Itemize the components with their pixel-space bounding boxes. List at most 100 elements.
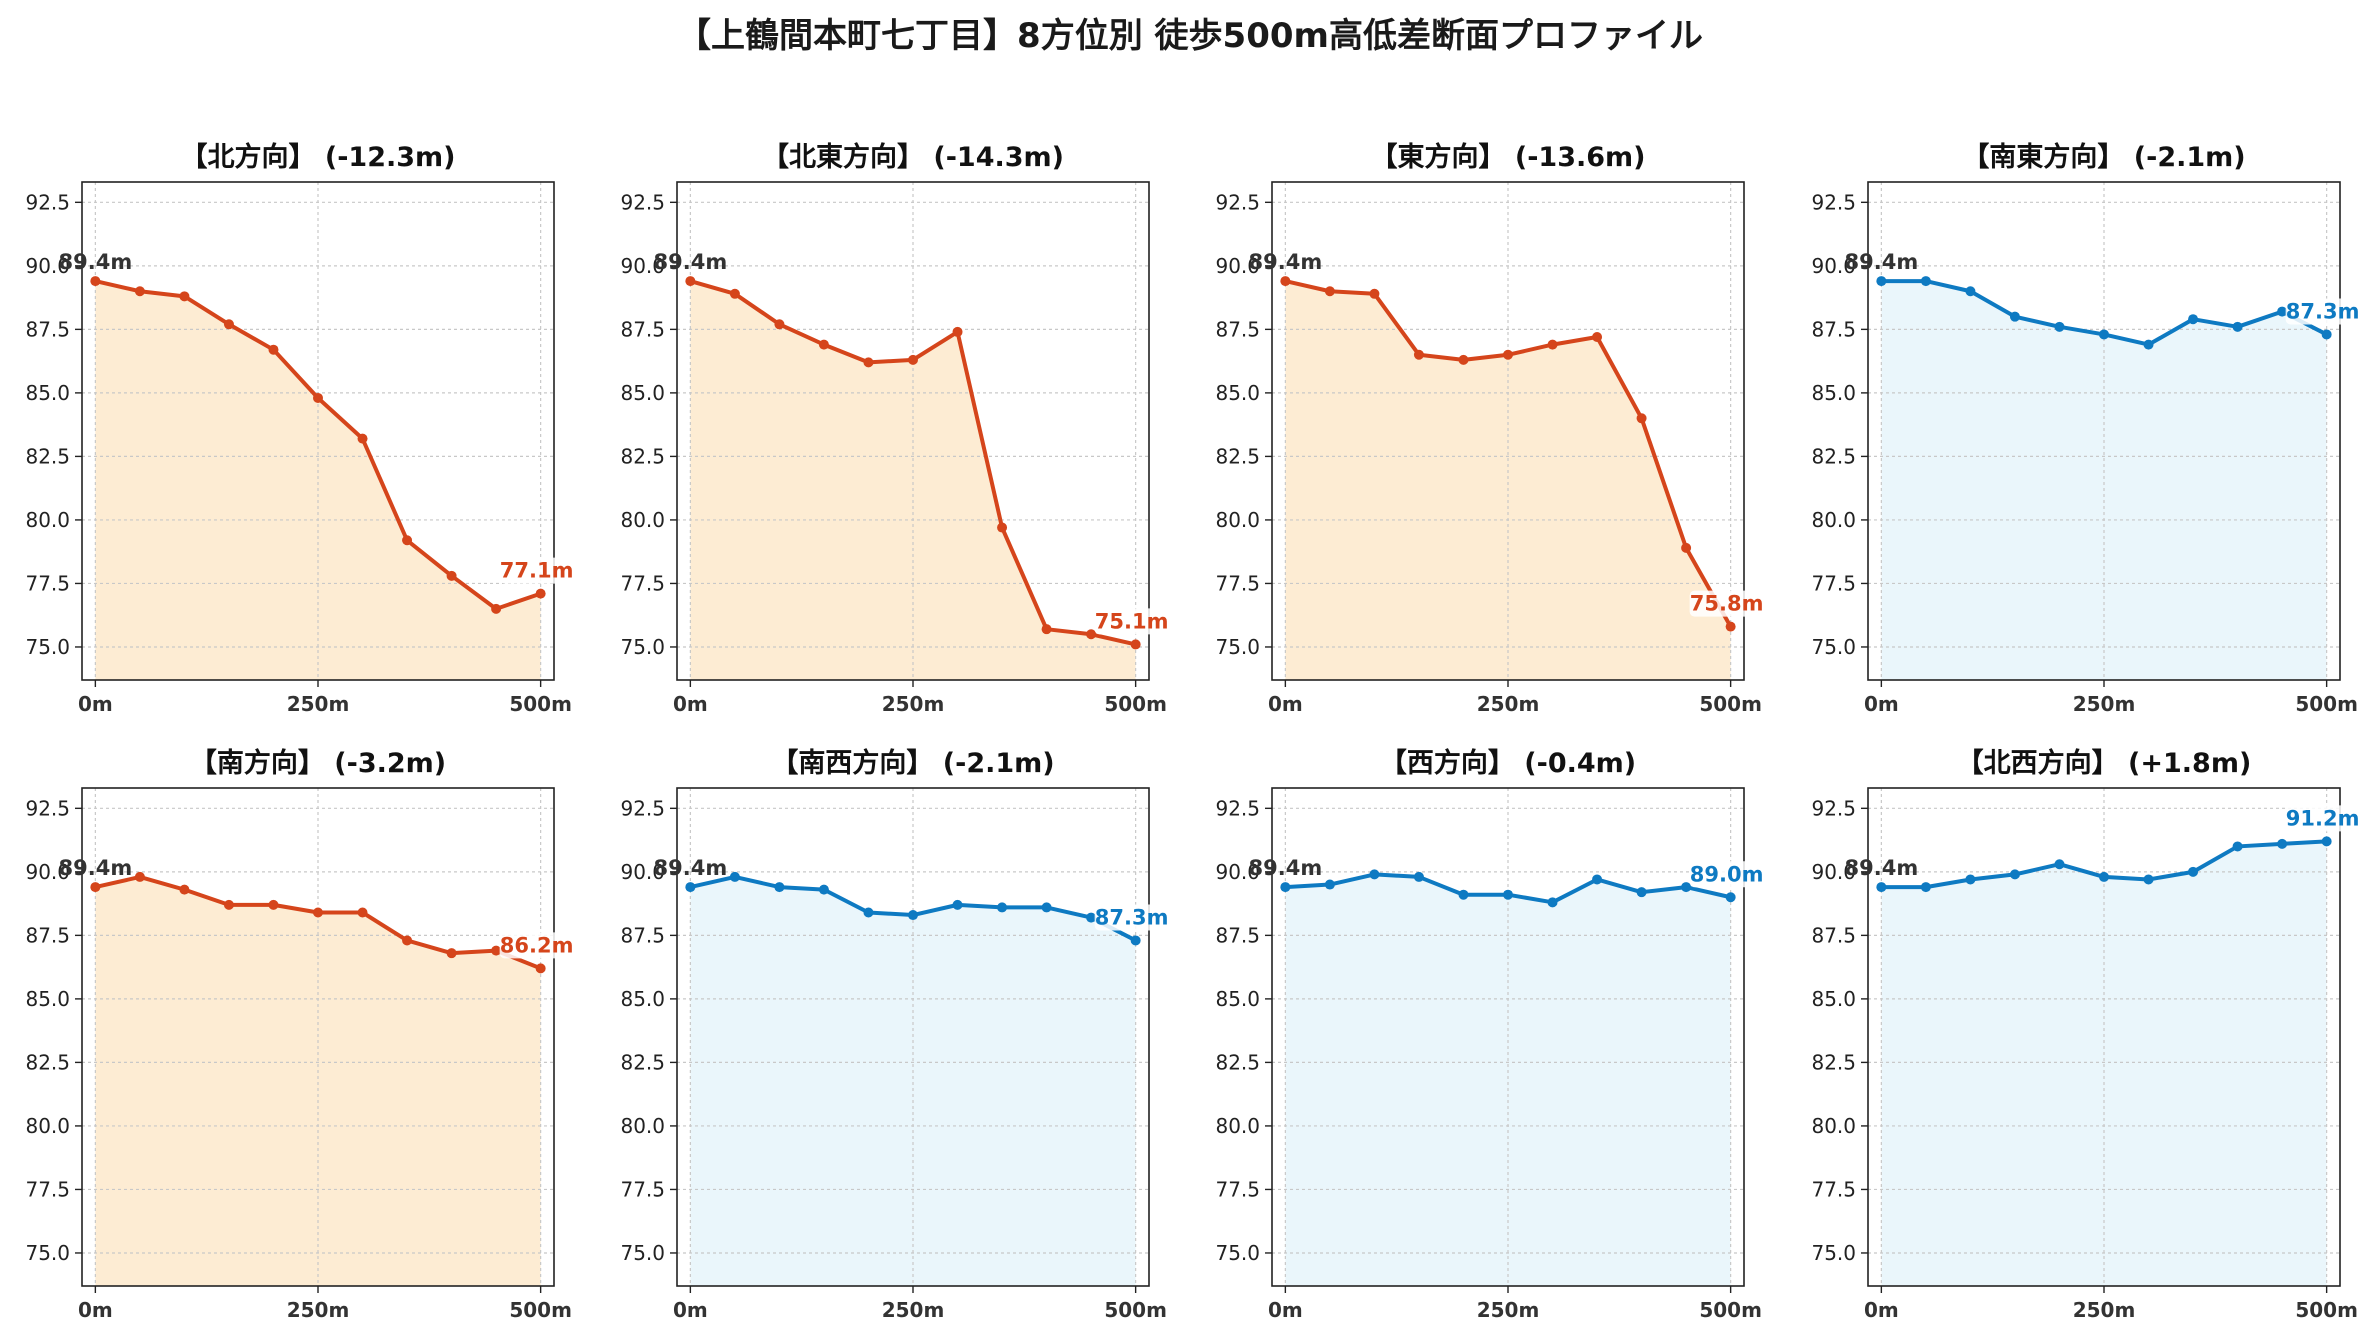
start-elevation-label: 89.4m xyxy=(1845,856,1919,880)
y-tick-label: 75.0 xyxy=(25,635,70,659)
elevation-point xyxy=(2099,871,2109,882)
panel-title: 【西方向】 (-0.4m) xyxy=(1380,747,1636,779)
elevation-point xyxy=(2188,866,2199,877)
x-tick-label: 250m xyxy=(1477,1298,1540,1322)
elevation-point xyxy=(1280,276,1291,287)
elevation-point xyxy=(1458,354,1469,365)
end-elevation-label: 91.2m xyxy=(2286,806,2360,830)
end-elevation-label: 89.0m xyxy=(1690,862,1764,886)
end-elevation-label: 87.3m xyxy=(1095,905,1169,929)
y-tick-label: 92.5 xyxy=(1215,796,1260,820)
elevation-point xyxy=(1369,288,1380,299)
y-tick-label: 75.0 xyxy=(620,1241,665,1265)
y-tick-label: 92.5 xyxy=(1811,796,1856,820)
end-label-box xyxy=(1094,904,1169,931)
elevation-point xyxy=(313,907,323,918)
elevation-point xyxy=(1681,542,1692,553)
end-label-box xyxy=(1094,608,1169,635)
x-tick-label: 250m xyxy=(287,692,350,716)
panel-title: 【東方向】 (-13.6m) xyxy=(1370,141,1645,173)
elevation-point xyxy=(1876,276,1887,287)
elevation-point xyxy=(1547,339,1558,350)
elevation-point xyxy=(2099,329,2109,340)
elevation-point xyxy=(1920,882,1931,893)
elevation-point xyxy=(1920,276,1931,287)
end-label-box xyxy=(2285,805,2360,832)
elevation-point xyxy=(1458,889,1469,900)
elevation-point xyxy=(952,326,963,337)
elevation-point xyxy=(268,344,279,355)
y-tick-label: 87.5 xyxy=(1215,317,1260,341)
elevation-point xyxy=(223,899,234,910)
elevation-point xyxy=(134,871,145,882)
x-tick-label: 0m xyxy=(78,692,113,716)
elevation-point xyxy=(1280,882,1291,893)
y-tick-label: 80.0 xyxy=(620,508,665,532)
y-tick-label: 77.5 xyxy=(1215,571,1260,595)
elevation-point xyxy=(535,588,546,599)
elevation-point xyxy=(2009,311,2020,322)
elevation-point xyxy=(1876,882,1887,893)
x-tick-label: 0m xyxy=(1864,692,1899,716)
y-tick-label: 80.0 xyxy=(1811,1114,1856,1138)
y-tick-label: 90.0 xyxy=(1215,860,1260,884)
elevation-point xyxy=(2054,321,2065,332)
elevation-point xyxy=(491,945,502,956)
elevation-fill xyxy=(95,281,541,680)
x-tick-label: 0m xyxy=(673,692,708,716)
y-tick-label: 90.0 xyxy=(25,254,70,278)
elevation-fill xyxy=(1881,281,2327,680)
y-tick-label: 85.0 xyxy=(1811,381,1856,405)
elevation-point xyxy=(1413,871,1424,882)
elevation-fill xyxy=(1285,874,1731,1286)
profile-panel: 【西方向】 (-0.4m) 75.0 77.5 80.0 82.5 85.0 87.5 90.… xyxy=(1215,747,1764,1322)
panel-title: 【南西方向】 (-2.1m) xyxy=(771,747,1054,779)
elevation-point xyxy=(908,910,918,921)
x-tick-label: 250m xyxy=(1477,692,1540,716)
elevation-point xyxy=(179,291,190,302)
elevation-point xyxy=(2321,836,2332,847)
start-elevation-label: 89.4m xyxy=(1845,250,1919,274)
y-tick-label: 77.5 xyxy=(25,571,70,595)
profile-panel: 【東方向】 (-13.6m) 75.0 77.5 80.0 82.5 85.0 87.5 90… xyxy=(1215,141,1764,716)
end-label-box xyxy=(1689,590,1764,617)
y-tick-label: 82.5 xyxy=(1811,1050,1856,1074)
end-elevation-label: 77.1m xyxy=(500,559,574,583)
end-elevation-label: 86.2m xyxy=(500,933,574,957)
y-tick-label: 85.0 xyxy=(1215,987,1260,1011)
y-tick-label: 82.5 xyxy=(1811,444,1856,468)
elevation-point xyxy=(685,882,696,893)
y-tick-label: 80.0 xyxy=(620,1114,665,1138)
profile-panel: 【南東方向】 (-2.1m) 75.0 77.5 80.0 82.5 85.0 87.5 90… xyxy=(1811,141,2360,716)
start-elevation-label: 89.4m xyxy=(654,856,728,880)
elevation-point xyxy=(1592,874,1603,885)
y-tick-label: 77.5 xyxy=(620,571,665,595)
y-tick-label: 90.0 xyxy=(1215,254,1260,278)
y-tick-label: 85.0 xyxy=(25,987,70,1011)
elevation-point xyxy=(952,899,963,910)
elevation-point xyxy=(1130,639,1141,650)
elevation-point xyxy=(997,522,1008,533)
y-tick-label: 75.0 xyxy=(1215,1241,1260,1265)
y-tick-label: 82.5 xyxy=(25,444,70,468)
profile-panel: 【北東方向】 (-14.3m) 75.0 77.5 80.0 82.5 85.0 87.5 9… xyxy=(620,141,1169,716)
elevation-point xyxy=(2188,314,2199,325)
elevation-point xyxy=(1503,889,1513,900)
end-label-box xyxy=(2285,298,2360,325)
y-tick-label: 87.5 xyxy=(1811,317,1856,341)
y-tick-label: 92.5 xyxy=(620,796,665,820)
y-tick-label: 87.5 xyxy=(1811,923,1856,947)
panel-title: 【北西方向】 (+1.8m) xyxy=(1957,747,2252,779)
elevation-point xyxy=(357,907,368,918)
elevation-point xyxy=(908,354,918,365)
y-tick-label: 90.0 xyxy=(620,254,665,278)
start-elevation-label: 89.4m xyxy=(1249,856,1323,880)
y-tick-label: 75.0 xyxy=(1215,635,1260,659)
elevation-point xyxy=(1965,874,1976,885)
elevation-point xyxy=(134,286,145,297)
x-tick-label: 500m xyxy=(1104,692,1167,716)
elevation-fill xyxy=(95,876,541,1286)
profile-panel: 【北西方向】 (+1.8m) 75.0 77.5 80.0 82.5 85.0 87.5 90… xyxy=(1811,747,2360,1322)
y-tick-label: 85.0 xyxy=(620,987,665,1011)
x-tick-label: 500m xyxy=(509,692,572,716)
